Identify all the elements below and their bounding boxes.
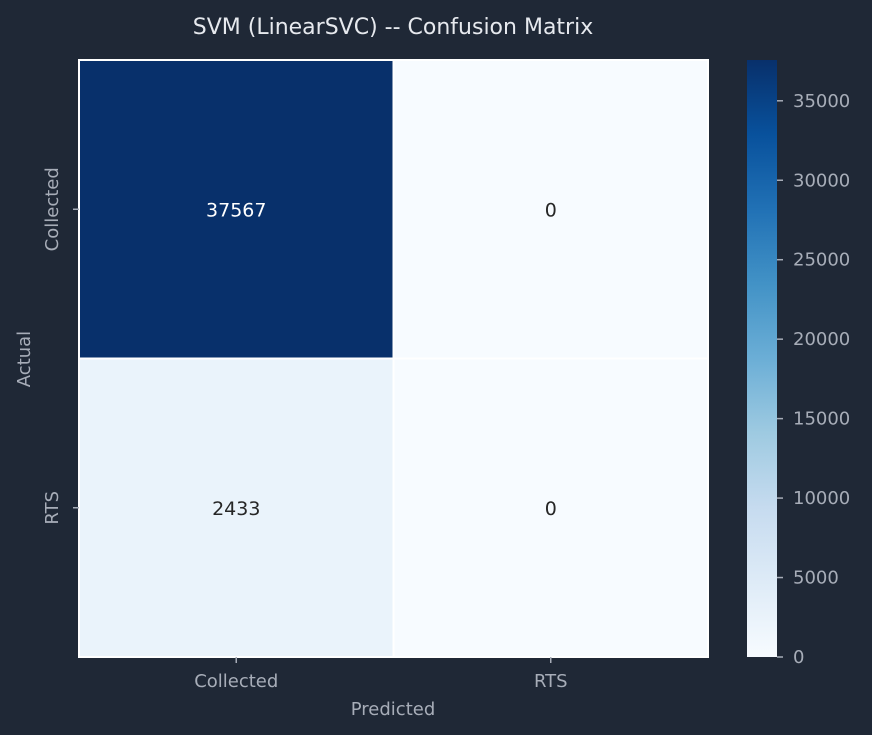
cell-value-label: 0 xyxy=(545,199,557,221)
colorbar-tick-label: 0 xyxy=(793,647,804,668)
colorbar-tick-label: 10000 xyxy=(793,488,850,509)
x-tick-label: Collected xyxy=(194,671,278,692)
heatmap-cell-labels: 37567 0 2433 0 xyxy=(206,199,557,520)
y-axis-label: Actual xyxy=(14,331,35,387)
colorbar-tick-label: 5000 xyxy=(793,568,839,589)
colorbar-tick-label: 25000 xyxy=(793,250,850,271)
chart-title: SVM (LinearSVC) -- Confusion Matrix xyxy=(193,15,593,40)
heatmap-cells xyxy=(78,59,709,658)
cell-value-label: 0 xyxy=(545,498,557,520)
colorbar-tick-label: 15000 xyxy=(793,409,850,430)
x-axis-label: Predicted xyxy=(351,699,436,720)
colorbar xyxy=(747,60,777,657)
y-axis-ticks: Collected RTS xyxy=(42,167,79,525)
heatmap-cell xyxy=(392,357,709,658)
colorbar-tick-label: 20000 xyxy=(793,329,850,350)
heatmap-cell xyxy=(392,59,709,360)
y-tick-label: Collected xyxy=(42,167,63,251)
colorbar-ticks: 0 5000 10000 15000 20000 25000 30000 35000 xyxy=(777,91,850,668)
y-tick-label: RTS xyxy=(42,491,63,525)
x-axis-ticks: Collected RTS xyxy=(194,657,568,692)
colorbar-tick-label: 35000 xyxy=(793,91,850,112)
cell-value-label: 37567 xyxy=(206,199,266,221)
x-tick-label: RTS xyxy=(534,671,568,692)
colorbar-tick-label: 30000 xyxy=(793,170,850,191)
heatmap-cell xyxy=(78,59,395,360)
heatmap-cell xyxy=(78,357,395,658)
cell-value-label: 2433 xyxy=(212,498,260,520)
